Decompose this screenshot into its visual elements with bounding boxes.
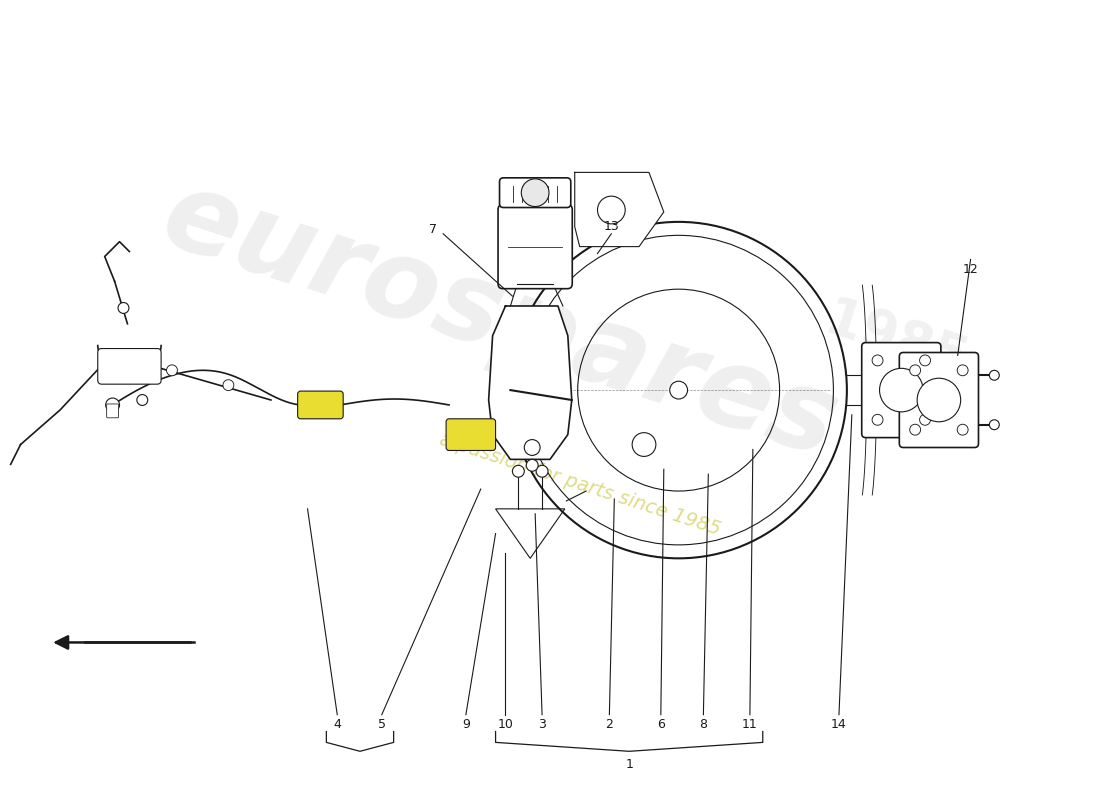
Circle shape — [872, 355, 883, 366]
Polygon shape — [488, 306, 572, 459]
Circle shape — [513, 466, 525, 477]
Text: 14: 14 — [832, 718, 847, 731]
Circle shape — [920, 355, 931, 366]
Text: 10: 10 — [497, 718, 514, 731]
Circle shape — [223, 380, 234, 390]
Text: 2: 2 — [605, 718, 614, 731]
FancyBboxPatch shape — [900, 353, 979, 447]
Circle shape — [525, 439, 540, 455]
Text: 9: 9 — [462, 718, 470, 731]
Circle shape — [957, 365, 968, 376]
Text: 4: 4 — [333, 718, 341, 731]
Circle shape — [106, 398, 120, 412]
Circle shape — [920, 414, 931, 426]
Circle shape — [910, 424, 921, 435]
Circle shape — [526, 459, 538, 471]
Circle shape — [118, 302, 129, 314]
FancyBboxPatch shape — [98, 349, 161, 384]
Circle shape — [917, 378, 960, 422]
Circle shape — [989, 420, 999, 430]
Text: 12: 12 — [962, 263, 978, 276]
Circle shape — [597, 196, 625, 224]
Circle shape — [166, 365, 177, 376]
FancyBboxPatch shape — [447, 419, 496, 450]
Text: 3: 3 — [538, 718, 546, 731]
FancyBboxPatch shape — [298, 391, 343, 419]
Polygon shape — [574, 172, 663, 246]
Text: 6: 6 — [657, 718, 664, 731]
Text: a passion for parts since 1985: a passion for parts since 1985 — [437, 430, 723, 538]
Circle shape — [872, 414, 883, 426]
Circle shape — [957, 424, 968, 435]
FancyBboxPatch shape — [498, 205, 572, 289]
Circle shape — [632, 433, 656, 457]
Text: 5: 5 — [377, 718, 386, 731]
Text: 13: 13 — [604, 220, 619, 234]
Text: 11: 11 — [742, 718, 758, 731]
Circle shape — [880, 368, 923, 412]
Text: 1985: 1985 — [818, 294, 975, 388]
FancyBboxPatch shape — [499, 178, 571, 207]
Circle shape — [670, 381, 688, 399]
Text: 1: 1 — [625, 758, 634, 770]
FancyBboxPatch shape — [107, 404, 119, 418]
Circle shape — [136, 394, 147, 406]
Circle shape — [910, 365, 921, 376]
FancyBboxPatch shape — [861, 342, 940, 438]
Circle shape — [521, 179, 549, 206]
Circle shape — [536, 466, 548, 477]
Circle shape — [989, 370, 999, 380]
Text: 8: 8 — [700, 718, 707, 731]
Text: 7: 7 — [429, 223, 437, 236]
Text: eurospares: eurospares — [150, 162, 851, 480]
